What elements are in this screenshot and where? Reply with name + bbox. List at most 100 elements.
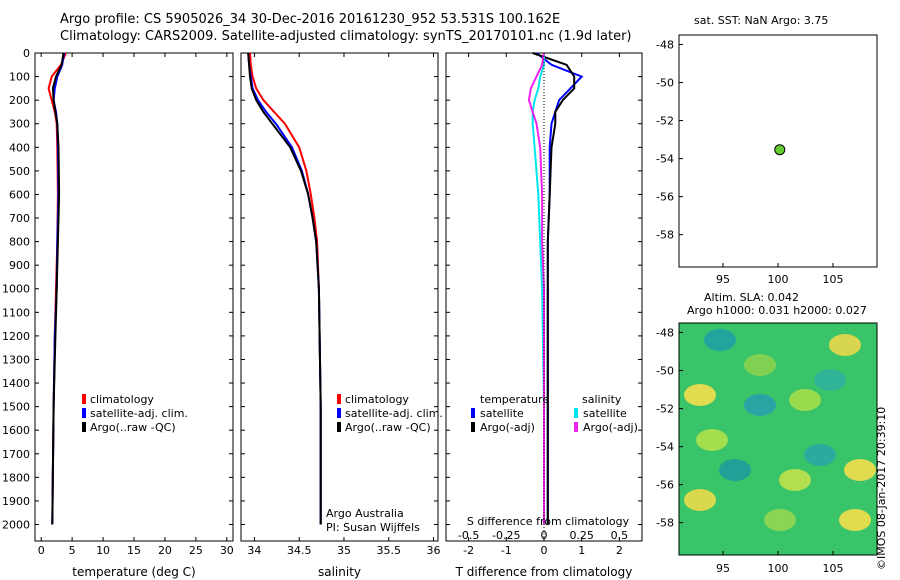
diff-legend-swatch xyxy=(471,408,475,418)
diff-s-tick-label: -0.5 xyxy=(458,529,479,542)
diff-legend-label: Argo(-adj) xyxy=(583,421,638,434)
sla-field-cell xyxy=(744,394,776,416)
depth-tick-label: 1200 xyxy=(2,330,30,343)
diff-x-tick-label: -1 xyxy=(501,544,512,557)
temp-legend-label: Argo(..raw -QC) xyxy=(90,421,176,434)
sal-x-axis-label: salinity xyxy=(318,565,361,579)
temp-axes-frame xyxy=(34,52,234,542)
sla-field-cell xyxy=(789,389,821,411)
sst-readout: sat. SST: NaN Argo: 3.75 xyxy=(694,14,829,27)
sal-legend-label: satellite-adj. clim. xyxy=(345,407,443,420)
sal-x-tick-label: 35.5 xyxy=(377,544,402,557)
temp-x-tick-label: 5 xyxy=(69,544,76,557)
temp-x-tick-label: 25 xyxy=(189,544,203,557)
sla-field xyxy=(684,329,876,531)
depth-tick-label: 200 xyxy=(9,94,30,107)
depth-tick-label: 1900 xyxy=(2,495,30,508)
depth-tick-label: 1400 xyxy=(2,377,30,390)
temp-x-tick-label: 20 xyxy=(158,544,172,557)
diff-legend-swatch xyxy=(471,422,475,432)
sla-field-cell xyxy=(719,459,751,481)
temp-x-tick-label: 30 xyxy=(220,544,234,557)
depth-tick-label: 1100 xyxy=(2,306,30,319)
map-y-tick-label: -50 xyxy=(656,77,674,90)
sla-field-cell xyxy=(764,509,796,531)
sla-field-cell xyxy=(684,489,716,511)
depth-tick-label: 2000 xyxy=(2,518,30,531)
depth-tick-label: 1000 xyxy=(2,283,30,296)
diff-x-tick-label: 0 xyxy=(541,544,548,557)
temp-legend-swatch xyxy=(82,422,86,432)
sal-legend-swatch xyxy=(337,394,341,404)
depth-tick-label: 600 xyxy=(9,188,30,201)
temp-x-tick-label: 15 xyxy=(127,544,141,557)
depth-tick-label: 700 xyxy=(9,212,30,225)
diff-series-line xyxy=(531,53,545,525)
diff-x-tick-label: 1 xyxy=(578,544,585,557)
sla-y-tick-label: -50 xyxy=(656,365,674,378)
sla-y-tick-label: -58 xyxy=(656,517,674,530)
diff-x-tick-label: -2 xyxy=(463,544,474,557)
temp-legend-label: climatology xyxy=(90,393,154,406)
sal-legend-label: Argo(..raw -QC) xyxy=(345,421,431,434)
sla-field-cell xyxy=(839,509,871,531)
depth-tick-label: 0 xyxy=(23,47,30,60)
sal-legend-swatch xyxy=(337,408,341,418)
diff-s-tick-label: 0.5 xyxy=(611,529,629,542)
sla-field-cell xyxy=(744,354,776,376)
diff-legend-label: Argo(-adj) xyxy=(480,421,535,434)
sal-x-tick-label: 34 xyxy=(247,544,261,557)
sal-axes-frame xyxy=(240,52,439,542)
map-x-tick-label: 95 xyxy=(716,273,730,286)
depth-tick-label: 1700 xyxy=(2,448,30,461)
sla-y-tick-label: -52 xyxy=(656,403,674,416)
sla-y-tick-label: -56 xyxy=(656,479,674,492)
map-y-tick-label: -56 xyxy=(656,191,674,204)
map-y-tick-label: -52 xyxy=(656,115,674,128)
diff-series-line xyxy=(527,52,545,525)
sla-field-cell xyxy=(844,459,876,481)
diff-legend-label: satellite xyxy=(583,407,627,420)
sla-y-tick-label: -54 xyxy=(656,441,674,454)
argo-height-readout: Argo h1000: 0.031 h2000: 0.027 xyxy=(687,304,867,317)
map-x-tick-label: 100 xyxy=(768,273,789,286)
sla-readout: Altim. SLA: 0.042 xyxy=(704,291,800,304)
depth-tick-label: 400 xyxy=(9,141,30,154)
argo-location-point xyxy=(774,144,786,156)
diff-x-tick-label: 2 xyxy=(616,544,623,557)
sal-x-tick-label: 35 xyxy=(337,544,351,557)
depth-tick-label: 800 xyxy=(9,236,30,249)
depth-tick-label: 900 xyxy=(9,259,30,272)
depth-tick-label: 100 xyxy=(9,71,30,84)
temp-series-line xyxy=(51,52,65,525)
pi-name-label: PI: Susan Wijffels xyxy=(326,521,420,534)
diff-legend-swatch xyxy=(574,408,578,418)
sla-x-tick-label: 105 xyxy=(823,562,844,575)
diff-legend-label: satellite xyxy=(480,407,524,420)
diff-series-line xyxy=(532,52,576,525)
temp-x-tick-label: 0 xyxy=(38,544,45,557)
sla-field-cell xyxy=(704,329,736,351)
sla-x-tick-label: 95 xyxy=(716,562,730,575)
map-x-tick-label: 105 xyxy=(823,273,844,286)
diff-s-tick-label: -0.25 xyxy=(492,529,520,542)
depth-tick-label: 500 xyxy=(9,165,30,178)
diff-x-axis-label: T difference from climatology xyxy=(455,565,633,579)
depth-tick-label: 300 xyxy=(9,118,30,131)
map-y-tick-label: -58 xyxy=(656,229,674,242)
sla-field-cell xyxy=(684,384,716,406)
depth-tick-label: 1500 xyxy=(2,401,30,414)
climatology-title: Climatology: CARS2009. Satellite-adjuste… xyxy=(60,29,632,44)
temp-x-tick-label: 10 xyxy=(96,544,110,557)
depth-tick-label: 1300 xyxy=(2,353,30,366)
profile-title: Argo profile: CS 5905026_34 30-Dec-2016 … xyxy=(60,12,561,27)
sal-legend-swatch xyxy=(337,422,341,432)
diff-s-axis-label: S difference from climatology xyxy=(467,515,630,528)
temp-legend-label: satellite-adj. clim. xyxy=(90,407,188,420)
sal-x-tick-label: 36 xyxy=(427,544,441,557)
depth-tick-label: 1600 xyxy=(2,424,30,437)
sal-x-tick-label: 34.5 xyxy=(287,544,312,557)
sla-x-tick-label: 100 xyxy=(768,562,789,575)
diff-s-tick-label: 0.25 xyxy=(569,529,594,542)
